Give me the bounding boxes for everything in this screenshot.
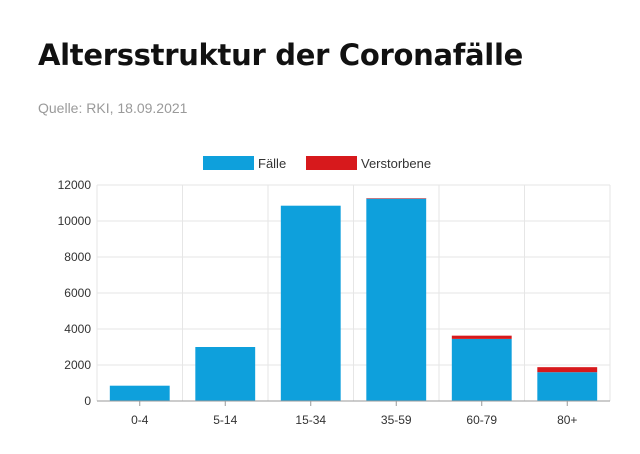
- y-tick-label: 8000: [64, 250, 91, 264]
- bar-faelle: [451, 338, 512, 401]
- chart-source: Quelle: RKI, 18.09.2021: [38, 100, 188, 116]
- x-tick-label: 60-79: [466, 413, 497, 427]
- x-tick-label: 80+: [557, 413, 577, 427]
- axes: 0 2000 4000 6000 8000 10000 12000 0-4 5-14 15-34 3…: [58, 178, 610, 427]
- y-tick-label: 10000: [58, 214, 92, 228]
- legend-label: Verstorbene: [361, 156, 431, 171]
- bar-verstorbene: [366, 198, 427, 199]
- bar-verstorbene: [451, 335, 512, 339]
- chart-title: Altersstruktur der Coronafälle: [38, 38, 523, 72]
- y-tick-label: 12000: [58, 178, 92, 192]
- y-tick-label: 4000: [64, 322, 91, 336]
- legend-swatch-verstorbene: [306, 156, 357, 170]
- legend: Fälle Verstorbene: [203, 156, 431, 171]
- bars: [109, 198, 598, 401]
- bar-verstorbene: [537, 367, 598, 373]
- bar-faelle: [195, 347, 256, 401]
- bar-faelle: [366, 198, 427, 401]
- bar-faelle: [109, 385, 170, 401]
- legend-swatch-faelle: [203, 156, 254, 170]
- grid-lines: [96, 184, 611, 401]
- x-tick-label: 35-59: [381, 413, 412, 427]
- y-tick-label: 6000: [64, 286, 91, 300]
- legend-label: Fälle: [258, 156, 286, 171]
- bar-faelle: [537, 372, 598, 401]
- bar-faelle: [280, 205, 341, 401]
- y-tick-label: 2000: [64, 358, 91, 372]
- x-tick-label: 5-14: [213, 413, 237, 427]
- y-tick-label: 0: [84, 394, 91, 408]
- x-tick-label: 15-34: [295, 413, 326, 427]
- x-tick-label: 0-4: [131, 413, 149, 427]
